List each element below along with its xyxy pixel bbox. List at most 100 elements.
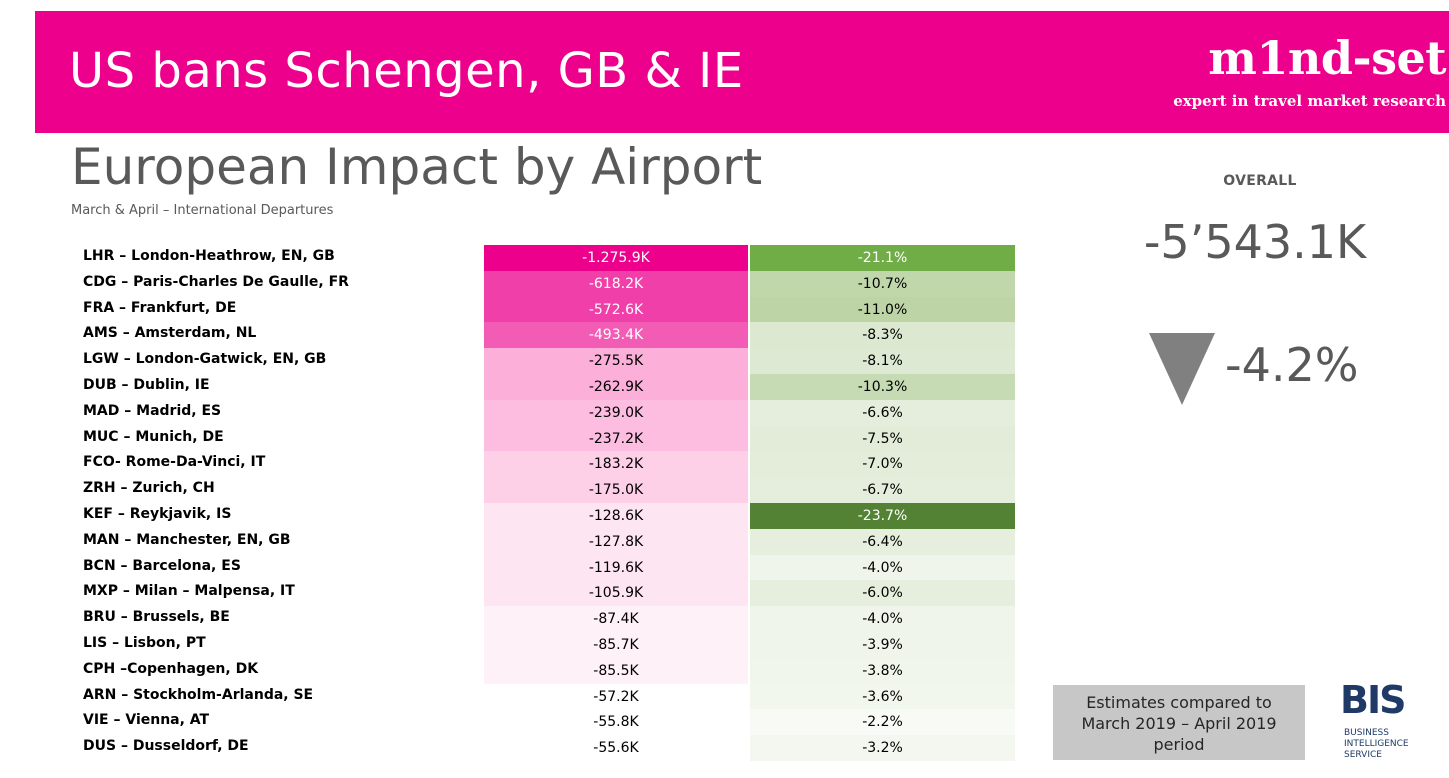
mind-set-logo: m1nd-set expert in travel market researc… xyxy=(1140,31,1446,131)
table-row: MAN – Manchester, EN, GB -127.8K -6.4% xyxy=(0,528,1020,555)
table-row: KEF – Reykjavik, IS -128.6K -23.7% xyxy=(0,503,1020,529)
airport-name: MXP – Milan – Malpensa, IT xyxy=(83,583,295,600)
departures-change-value: -119.6K xyxy=(484,554,748,581)
departures-change-percent: -11.0% xyxy=(750,296,1015,323)
table-row: MXP – Milan – Malpensa, IT -105.9K -6.0% xyxy=(0,580,1020,607)
airport-name: LGW – London-Gatwick, EN, GB xyxy=(83,351,327,368)
departures-change-value: -87.4K xyxy=(484,606,748,633)
airport-name: ZRH – Zurich, CH xyxy=(83,480,215,497)
departures-change-percent: -7.5% xyxy=(750,425,1015,452)
bis-line-1: BUSINESS xyxy=(1344,728,1389,738)
bis-mark: BIS xyxy=(1340,678,1406,722)
departures-change-percent: -7.0% xyxy=(750,451,1015,478)
overall-label: OVERALL xyxy=(1223,173,1297,189)
departures-change-value: -237.2K xyxy=(484,425,748,452)
table-row: MUC – Munich, DE -237.2K -7.5% xyxy=(0,425,1020,452)
airport-name: LHR – London-Heathrow, EN, GB xyxy=(83,248,335,264)
departures-change-value: -128.6K xyxy=(484,503,748,529)
overall-change: -4.2% xyxy=(1225,338,1359,392)
departures-change-value: -55.8K xyxy=(484,709,748,736)
departures-change-percent: -6.0% xyxy=(750,580,1015,607)
departures-change-value: -618.2K xyxy=(484,270,748,297)
note-line-3: period xyxy=(1153,735,1205,754)
table-row: ARN – Stockholm-Arlanda, SE -57.2K -3.6% xyxy=(0,683,1020,710)
departures-change-value: -262.9K xyxy=(484,374,748,400)
down-triangle-icon xyxy=(1149,333,1215,405)
departures-change-percent: -10.7% xyxy=(750,270,1015,297)
note-line-1: Estimates compared to xyxy=(1086,693,1272,712)
banner-title: US bans Schengen, GB & IE xyxy=(69,43,744,99)
page-subtitle: March & April – International Departures xyxy=(71,203,334,218)
departures-change-value: -55.6K xyxy=(484,735,748,762)
airport-name: KEF – Reykjavik, IS xyxy=(83,506,232,522)
table-row: LIS – Lisbon, PT -85.7K -3.9% xyxy=(0,632,1020,658)
table-row: AMS – Amsterdam, NL -493.4K -8.3% xyxy=(0,322,1020,349)
table-row: LHR – London-Heathrow, EN, GB -1.275.9K -2… xyxy=(0,245,1020,271)
departures-change-value: -1.275.9K xyxy=(484,245,748,271)
departures-change-value: -57.2K xyxy=(484,683,748,710)
departures-change-percent: -3.2% xyxy=(750,735,1015,762)
departures-change-value: -85.5K xyxy=(484,657,748,684)
bis-logo: BIS BUSINESS INTELLIGENCE SERVICE xyxy=(1340,678,1440,768)
departures-change-value: -275.5K xyxy=(484,348,748,375)
table-row: ZRH – Zurich, CH -175.0K -6.7% xyxy=(0,477,1020,504)
departures-change-value: -239.0K xyxy=(484,399,748,426)
departures-change-percent: -3.6% xyxy=(750,683,1015,710)
logo-wordmark: m1nd-set xyxy=(1208,31,1446,85)
departures-change-percent: -10.3% xyxy=(750,374,1015,400)
bis-text: BUSINESS INTELLIGENCE SERVICE xyxy=(1344,728,1409,761)
bis-line-2: INTELLIGENCE xyxy=(1344,739,1409,749)
departures-change-percent: -6.7% xyxy=(750,477,1015,504)
departures-change-percent: -3.9% xyxy=(750,632,1015,658)
airport-name: CPH –Copenhagen, DK xyxy=(83,660,259,677)
airport-name: FRA – Frankfurt, DE xyxy=(83,299,237,316)
airport-name: DUB – Dublin, IE xyxy=(83,377,210,393)
table-row: LGW – London-Gatwick, EN, GB -275.5K -8.1% xyxy=(0,348,1020,375)
note-line-2: March 2019 – April 2019 xyxy=(1081,714,1277,733)
table-row: MAD – Madrid, ES -239.0K -6.6% xyxy=(0,399,1020,426)
departures-change-percent: -8.1% xyxy=(750,348,1015,375)
departures-change-value: -85.7K xyxy=(484,632,748,658)
table-row: FCO- Rome-Da-Vinci, IT -183.2K -7.0% xyxy=(0,451,1020,478)
table-row: BRU – Brussels, BE -87.4K -4.0% xyxy=(0,606,1020,633)
airport-name: BCN – Barcelona, ES xyxy=(83,557,241,574)
departures-change-percent: -23.7% xyxy=(750,503,1015,529)
departures-change-percent: -3.8% xyxy=(750,657,1015,684)
departures-change-percent: -4.0% xyxy=(750,606,1015,633)
departures-change-percent: -2.2% xyxy=(750,709,1015,736)
airport-name: MAD – Madrid, ES xyxy=(83,402,222,419)
table-row: DUS – Dusseldorf, DE -55.6K -3.2% xyxy=(0,735,1020,762)
table-row: VIE – Vienna, AT -55.8K -2.2% xyxy=(0,709,1020,736)
airport-name: LIS – Lisbon, PT xyxy=(83,635,206,651)
bis-line-3: SERVICE xyxy=(1344,750,1382,760)
table-row: FRA – Frankfurt, DE -572.6K -11.0% xyxy=(0,296,1020,323)
table-row: CPH –Copenhagen, DK -85.5K -3.8% xyxy=(0,657,1020,684)
airport-name: CDG – Paris-Charles De Gaulle, FR xyxy=(83,273,349,290)
header-banner: US bans Schengen, GB & IE m1nd-set exper… xyxy=(35,11,1449,133)
departures-change-value: -183.2K xyxy=(484,451,748,478)
departures-change-value: -175.0K xyxy=(484,477,748,504)
departures-change-percent: -8.3% xyxy=(750,322,1015,349)
airport-name: ARN – Stockholm-Arlanda, SE xyxy=(83,686,314,703)
logo-tagline: expert in travel market research xyxy=(1173,92,1446,110)
airport-name: VIE – Vienna, AT xyxy=(83,712,210,729)
airport-name: DUS – Dusseldorf, DE xyxy=(83,738,249,755)
table-row: BCN – Barcelona, ES -119.6K -4.0% xyxy=(0,554,1020,581)
airport-name: MAN – Manchester, EN, GB xyxy=(83,531,291,548)
departures-change-percent: -6.6% xyxy=(750,399,1015,426)
page-title: European Impact by Airport xyxy=(71,138,763,196)
departures-change-percent: -4.0% xyxy=(750,554,1015,581)
departures-change-value: -572.6K xyxy=(484,296,748,323)
airport-name: MUC – Munich, DE xyxy=(83,428,224,445)
table-row: DUB – Dublin, IE -262.9K -10.3% xyxy=(0,374,1020,400)
departures-change-percent: -21.1% xyxy=(750,245,1015,271)
airport-name: FCO- Rome-Da-Vinci, IT xyxy=(83,454,266,471)
departures-change-value: -127.8K xyxy=(484,528,748,555)
estimates-note: Estimates compared to March 2019 – April… xyxy=(1053,685,1305,760)
airport-name: BRU – Brussels, BE xyxy=(83,609,230,626)
table-row: CDG – Paris-Charles De Gaulle, FR -618.2K… xyxy=(0,270,1020,297)
departures-change-value: -493.4K xyxy=(484,322,748,349)
departures-change-percent: -6.4% xyxy=(750,528,1015,555)
airport-name: AMS – Amsterdam, NL xyxy=(83,325,257,342)
departures-change-value: -105.9K xyxy=(484,580,748,607)
